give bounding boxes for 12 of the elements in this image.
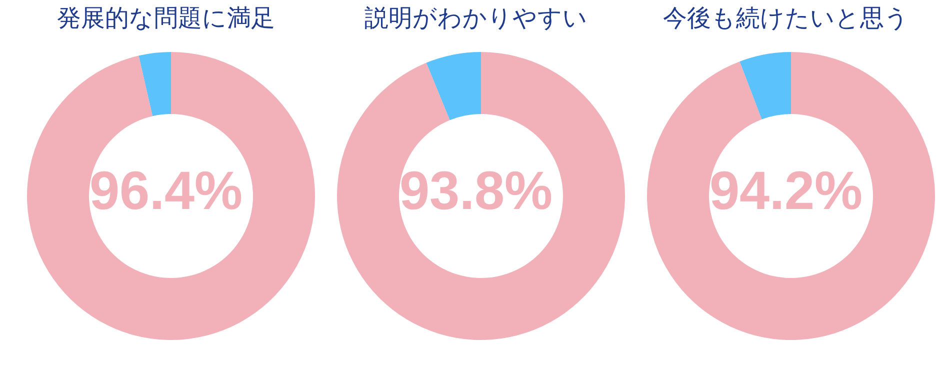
chart-title: 説明がわかりやすい <box>364 3 588 34</box>
donut-slice <box>138 52 171 116</box>
donut-slice <box>337 52 625 340</box>
data-label: 93.8% <box>399 161 553 221</box>
data-label: 94.2% <box>709 161 863 221</box>
donut-slice <box>27 52 315 340</box>
chart-title: 今後も続けたいと思う <box>662 3 910 34</box>
data-label: 96.4% <box>89 161 243 221</box>
donut-slice <box>426 52 481 120</box>
chart-title: 発展的な問題に満足 <box>56 3 276 34</box>
donut-slice <box>740 52 791 120</box>
donut-slice <box>647 52 935 340</box>
